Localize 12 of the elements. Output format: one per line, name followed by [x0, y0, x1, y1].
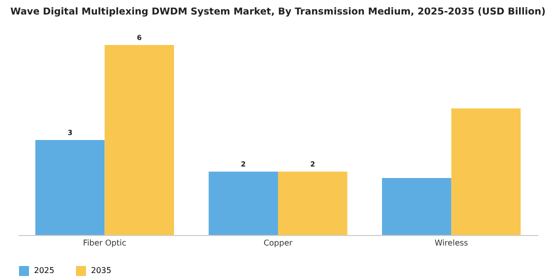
chart-title: Wave Digital Multiplexing DWDM System Market, By Transmission Medium, 2025-2035 (USD Billion): [10, 6, 546, 18]
bar: [451, 108, 521, 235]
legend-label: 2025: [34, 266, 54, 275]
bar: [35, 140, 105, 235]
bar: [278, 172, 348, 235]
x-tick-label: Fiber Optic: [83, 238, 126, 248]
legend-label: 2035: [91, 266, 112, 275]
x-tick-label: Wireless: [434, 238, 468, 248]
x-tick-label: Copper: [264, 238, 294, 248]
bar: [208, 172, 278, 235]
bar: [104, 45, 174, 235]
bar: [382, 178, 452, 235]
